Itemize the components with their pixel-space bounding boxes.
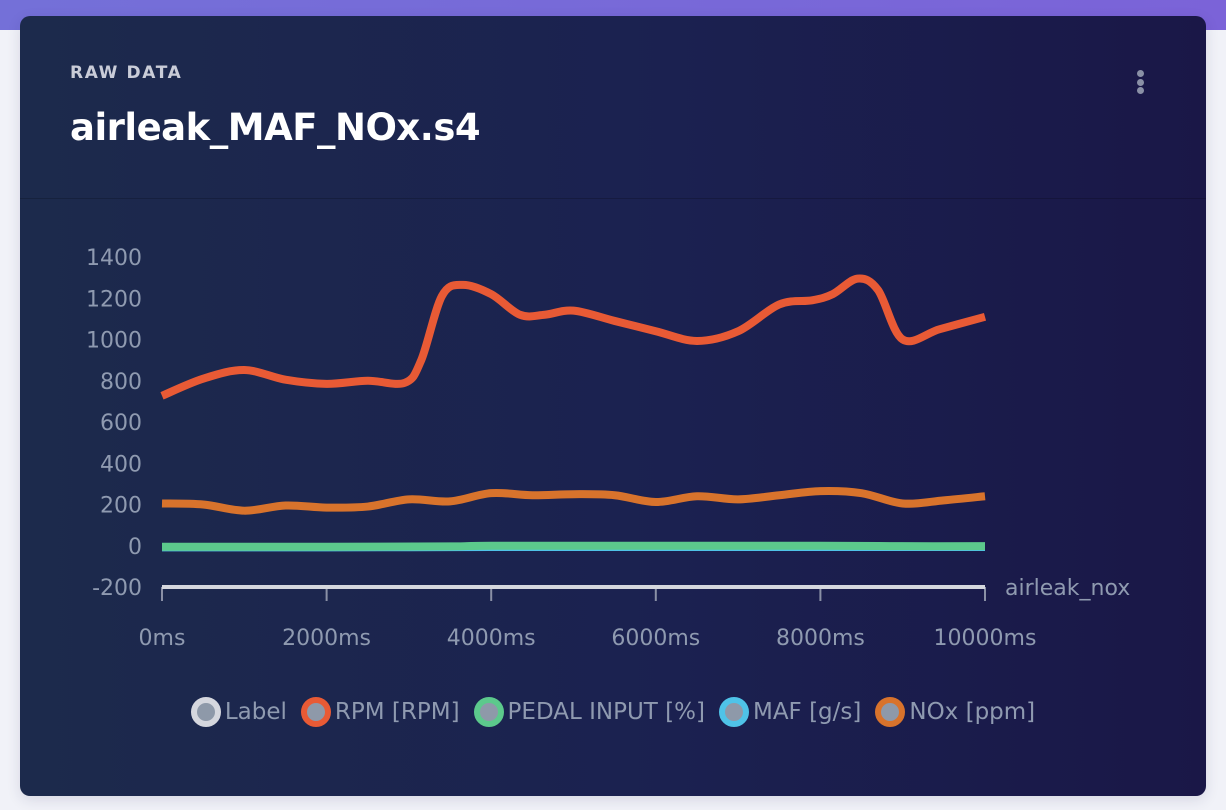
chart-legend: Label RPM [RPM] PEDAL INPUT [%] MAF [g/s… [20, 690, 1206, 734]
x-tick-label: 4000ms [447, 626, 536, 651]
legend-label: Label [224, 699, 287, 725]
legend-label: MAF [g/s] [752, 699, 862, 725]
y-tick-label: 1200 [86, 287, 142, 312]
legend-item-maf[interactable]: MAF [g/s] [718, 697, 862, 727]
legend-swatch-icon [300, 697, 331, 727]
x-tick-label: 8000ms [776, 626, 865, 651]
y-tick-label: 800 [100, 370, 142, 395]
x-tick-label: 6000ms [611, 626, 700, 651]
legend-label: NOx [ppm] [909, 699, 1036, 725]
series-line-pedal [161, 541, 986, 551]
series-line-rpm [160, 274, 987, 400]
label-annotation: airleak_nox [1005, 576, 1130, 601]
legend-swatch-icon [875, 697, 906, 727]
card-title: airleak_MAF_NOx.s4 [70, 106, 481, 149]
legend-item-nox[interactable]: NOx [ppm] [875, 697, 1035, 727]
y-tick-label: -200 [92, 576, 142, 601]
legend-swatch-icon [473, 697, 504, 727]
x-axis: 0ms 2000ms 4000ms 6000ms 8000ms 10000ms [139, 587, 1037, 651]
x-tick-label: 2000ms [282, 626, 371, 651]
y-tick-label: 0 [128, 535, 142, 560]
x-tick-label: 10000ms [934, 626, 1037, 651]
legend-swatch-icon [190, 697, 221, 727]
legend-item-label[interactable]: Label [190, 697, 287, 727]
kebab-menu-icon[interactable] [1130, 70, 1150, 98]
y-tick-label: 1000 [86, 329, 142, 354]
x-tick-label: 0ms [139, 626, 186, 651]
y-tick-label: 400 [100, 452, 142, 477]
y-tick-label: 1400 [86, 246, 142, 271]
y-axis: 1400 1200 1000 800 600 400 200 0 -200 [86, 246, 142, 601]
legend-label: PEDAL INPUT [%] [507, 699, 705, 725]
line-chart: 1400 1200 1000 800 600 400 200 0 -200 0ms 2000ms 4… [86, 246, 1130, 651]
legend-item-pedal[interactable]: PEDAL INPUT [%] [473, 697, 705, 727]
card-eyebrow: RAW DATA [70, 63, 183, 83]
series-line-nox [161, 486, 986, 515]
raw-data-card: RAW DATA airleak_MAF_NOx.s4 1400 1200 1000… [20, 16, 1206, 796]
legend-swatch-icon [718, 697, 749, 727]
legend-item-rpm[interactable]: RPM [RPM] [300, 697, 460, 727]
y-tick-label: 600 [100, 411, 142, 436]
card-header: RAW DATA airleak_MAF_NOx.s4 [20, 16, 1206, 199]
legend-label: RPM [RPM] [334, 699, 460, 725]
series-lines [160, 274, 987, 590]
y-tick-label: 200 [100, 494, 142, 519]
